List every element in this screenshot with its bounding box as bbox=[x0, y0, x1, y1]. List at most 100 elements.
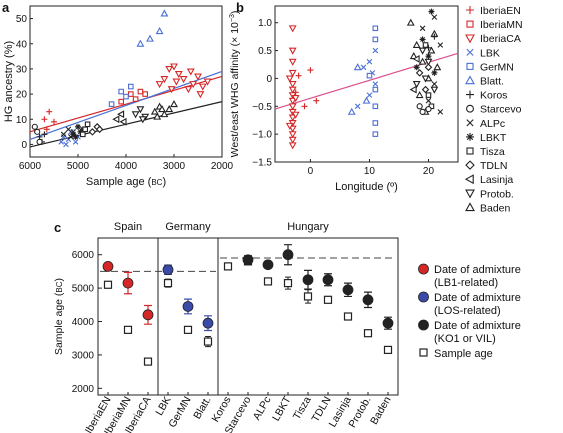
point-baden bbox=[415, 91, 424, 99]
point-baden bbox=[418, 57, 427, 65]
legend-marker-plus bbox=[466, 90, 474, 99]
y-tick-label: 10 bbox=[16, 115, 28, 126]
point-iberiaen bbox=[313, 97, 320, 104]
point-germn bbox=[372, 120, 379, 126]
point-blatt bbox=[353, 63, 362, 71]
legend-marker-triangle-down bbox=[465, 189, 475, 199]
y-tick-label: 20 bbox=[16, 90, 28, 101]
admixture-marker-starcevo bbox=[242, 254, 254, 266]
admixture-marker-germn bbox=[182, 301, 194, 312]
legend-c-item-los: Date of admixture(LOS-related) bbox=[418, 291, 521, 317]
y-tick-label: 30 bbox=[16, 64, 28, 75]
legend-marker-diamond bbox=[465, 160, 475, 170]
point-blatt bbox=[347, 107, 356, 115]
point-lbkt bbox=[419, 36, 426, 43]
point-iberiaca bbox=[179, 76, 188, 84]
point-starcevo bbox=[36, 138, 43, 145]
point-lbk bbox=[366, 58, 373, 65]
point-protob bbox=[131, 111, 140, 119]
x-tick-label: 3000 bbox=[163, 161, 186, 172]
point-lbkt bbox=[72, 133, 79, 140]
point-koros bbox=[41, 131, 48, 138]
legend-marker-star bbox=[466, 132, 474, 141]
point-iberiamn bbox=[142, 91, 148, 97]
point-protob bbox=[424, 58, 433, 66]
legend-label: Starcevo bbox=[480, 104, 522, 116]
legend-marker-triangle-left bbox=[464, 174, 474, 185]
sample-age-marker-tdln bbox=[323, 295, 333, 304]
point-baden bbox=[412, 40, 421, 48]
regression-line bbox=[29, 75, 223, 133]
legend-item-iberiaca: IberiaCA bbox=[465, 33, 521, 45]
point-iberiaca bbox=[288, 131, 297, 139]
y-tick-label: 0 bbox=[266, 74, 272, 85]
point-baden bbox=[427, 46, 436, 54]
point-iberiaca bbox=[288, 86, 297, 94]
point-baden bbox=[170, 100, 178, 108]
legend-label: ALPc bbox=[480, 118, 505, 130]
point-lbk bbox=[354, 103, 361, 110]
point-iberiaca bbox=[194, 73, 202, 81]
point-iberiaca bbox=[165, 65, 174, 74]
point-iberiaca bbox=[288, 114, 297, 122]
panel-b: 0 10 20 −1.5 −1.0 −0.5 0 0.5 1.0 West/east WHG af… bbox=[229, 5, 459, 193]
legend-item-tdln: TDLN bbox=[465, 160, 507, 172]
point-iberiaen bbox=[301, 103, 308, 110]
plot-frame bbox=[274, 5, 459, 163]
legend-ab: IberiaEN IberiaMN IberiaCA LBK GerMN Blatt. Ko… bbox=[464, 5, 523, 214]
point-lbk bbox=[72, 139, 79, 145]
legend-item-iberiamn: IberiaMN bbox=[466, 19, 523, 31]
y-tick-label: 50 bbox=[16, 14, 28, 25]
admixture-marker-protob bbox=[362, 294, 374, 306]
point-lbk bbox=[366, 92, 373, 98]
y-tick-label: 3000 bbox=[72, 350, 95, 361]
legend-c-label: Date of admixture bbox=[434, 292, 521, 304]
point-iberiaca bbox=[186, 68, 195, 76]
point-lbk bbox=[372, 47, 379, 54]
admixture-marker-lbkt bbox=[282, 249, 294, 261]
point-iberiaca bbox=[203, 78, 212, 86]
point-baden bbox=[160, 110, 169, 118]
point-tdln bbox=[421, 85, 430, 94]
point-protob bbox=[421, 75, 430, 83]
point-iberiaca bbox=[288, 81, 297, 89]
point-iberiaen bbox=[51, 118, 57, 125]
y-tick-label: 5000 bbox=[72, 284, 95, 295]
panel-b-letter: b bbox=[236, 0, 244, 15]
point-iberiaca bbox=[288, 47, 297, 55]
admixture-marker-iberiamn bbox=[122, 277, 134, 289]
x-tick-label: 20 bbox=[423, 166, 435, 177]
legend-item-iberiaen: IberiaEN bbox=[466, 5, 521, 17]
point-germn bbox=[372, 86, 379, 93]
point-iberiaen bbox=[307, 67, 314, 74]
point-alpc bbox=[431, 14, 438, 20]
point-baden bbox=[153, 112, 162, 120]
y-tick-label: −1.0 bbox=[252, 130, 272, 141]
point-germn bbox=[372, 25, 379, 32]
point-alpc bbox=[431, 81, 438, 87]
point-lbkt bbox=[431, 69, 438, 76]
y-axis-label: West/east WHG affinity (× 10−3) bbox=[229, 11, 241, 158]
point-iberiaca bbox=[189, 81, 198, 89]
point-iberiaca bbox=[288, 58, 297, 66]
legend-marker-plus bbox=[466, 6, 474, 14]
point-blatt bbox=[362, 96, 371, 104]
point-baden bbox=[433, 63, 442, 71]
point-iberiaen bbox=[295, 72, 302, 79]
sample-age-marker-lbkt bbox=[283, 278, 293, 288]
legend-item-lasinja: Lasinja bbox=[464, 174, 513, 186]
y-axis-label: Sample age (BC) bbox=[53, 278, 65, 355]
point-alpc bbox=[437, 42, 444, 48]
point-iberiaca bbox=[170, 63, 178, 71]
point-iberiaca bbox=[167, 86, 176, 94]
x-axis-label: Sample age (BC) bbox=[86, 176, 166, 188]
admixture-marker-tdln bbox=[322, 274, 334, 286]
point-tdln bbox=[415, 69, 424, 77]
point-alpc bbox=[419, 25, 426, 32]
panel-a-letter: a bbox=[2, 0, 10, 15]
legend-label: IberiaCA bbox=[480, 33, 521, 45]
admixture-marker-lasinja bbox=[342, 284, 354, 296]
point-protob bbox=[412, 81, 421, 89]
point-iberiaca bbox=[288, 142, 297, 150]
